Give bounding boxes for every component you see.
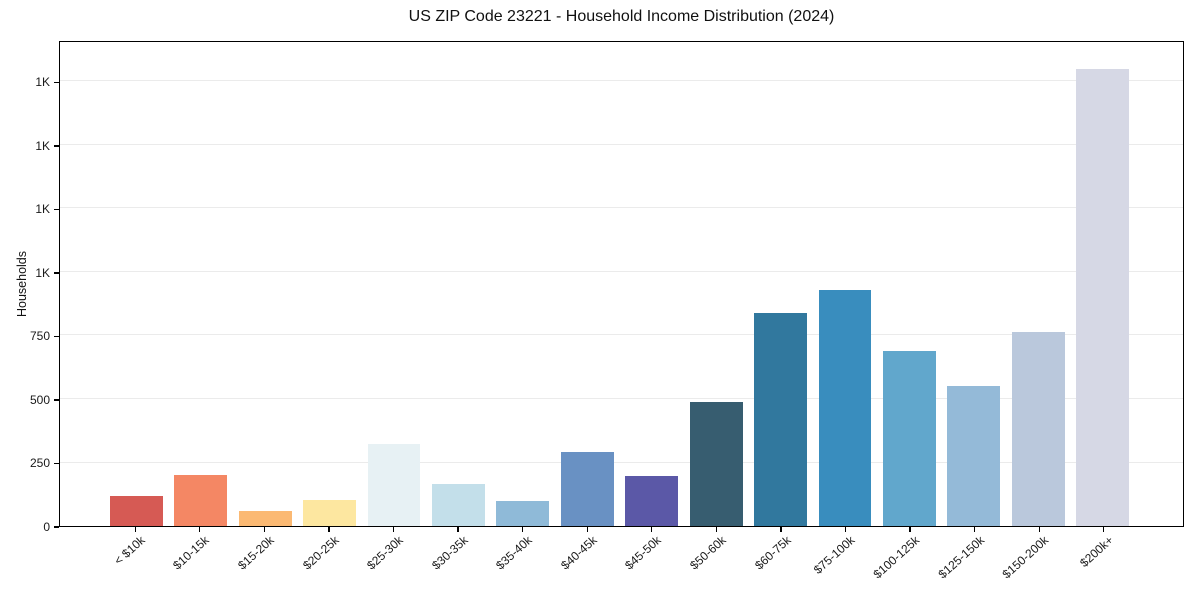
bar-$25-30k [367,443,421,526]
bar-$45-50k [625,476,679,526]
x-tick-mark [909,527,911,532]
bar-$125-150k [947,385,1001,526]
y-tick-label: 0 [43,520,50,534]
bar-$150-200k [1011,331,1065,526]
gridline [60,270,1183,272]
x-tick-mark [715,527,717,532]
y-axis-label: Households [15,250,29,318]
chart-title: US ZIP Code 23221 - Household Income Dis… [408,8,835,25]
bar-$50-60k [689,402,743,526]
bar-$35-40k [496,501,550,526]
bar-slot [620,42,684,526]
x-tick-mark [134,527,136,532]
x-tick-mark [651,527,653,532]
bar-slot [362,42,426,526]
gridline [60,143,1183,145]
y-tick-mark [54,462,59,465]
gridline [60,207,1183,209]
y-tick-label: 500 [29,392,50,407]
bar-slot [1006,42,1070,526]
x-tick-mark [522,527,524,532]
y-tick-mark [54,272,59,274]
bar-$100-125k [883,350,936,526]
x-tick-mark [199,527,201,532]
y-tick-label: 250 [29,456,50,471]
x-tick-mark [973,527,976,532]
bar-$30-35k [431,484,485,526]
y-tick-label: 1K [35,138,50,153]
x-tick-mark [780,527,782,532]
x-tick-mark [392,527,395,532]
bar-slot [168,42,232,526]
y-tick-label: 750 [29,329,50,344]
bar-slot [813,42,877,526]
bar-$75-100k [818,289,872,526]
bar-slot [491,42,555,526]
x-tick-mark [263,527,266,532]
bar-slot [942,42,1006,526]
bar-slot [555,42,619,526]
x-tick-mark [844,527,847,532]
bar-slot [684,42,748,526]
y-tick-label: 1K [35,75,50,90]
bar-slot [104,42,168,526]
y-tick-mark [54,81,59,84]
bar-slot [748,42,812,526]
bar-slot [426,42,490,526]
bar-$10-15k [174,475,228,526]
gridline [60,334,1183,336]
bar-slot [233,42,297,526]
x-tick-mark [328,527,330,532]
gridline [60,397,1183,399]
y-tick-mark [54,335,59,338]
y-tick-mark [54,208,59,211]
y-tick-mark [54,399,59,401]
bar-slot [1071,42,1135,526]
x-tick-mark [457,527,459,532]
bar-< $10k [109,496,163,526]
bars-container [60,42,1183,526]
bar-$15-20k [238,511,292,526]
gridline [60,461,1183,463]
bar-slot [297,42,361,526]
gridline [60,80,1183,82]
bar-$200k+ [1076,68,1130,526]
y-tick-label: 1K [35,265,50,280]
plot-area [59,41,1184,527]
x-tick-mark [586,527,588,532]
y-tick-label: 1K [35,202,50,217]
bar-$60-75k [754,313,807,526]
y-tick-mark [54,145,59,147]
bar-$20-25k [303,499,356,526]
y-tick-mark [54,526,59,528]
bar-$40-45k [560,451,614,526]
bar-slot [877,42,941,526]
x-tick-mark [1103,527,1105,532]
x-tick-mark [1038,527,1040,532]
